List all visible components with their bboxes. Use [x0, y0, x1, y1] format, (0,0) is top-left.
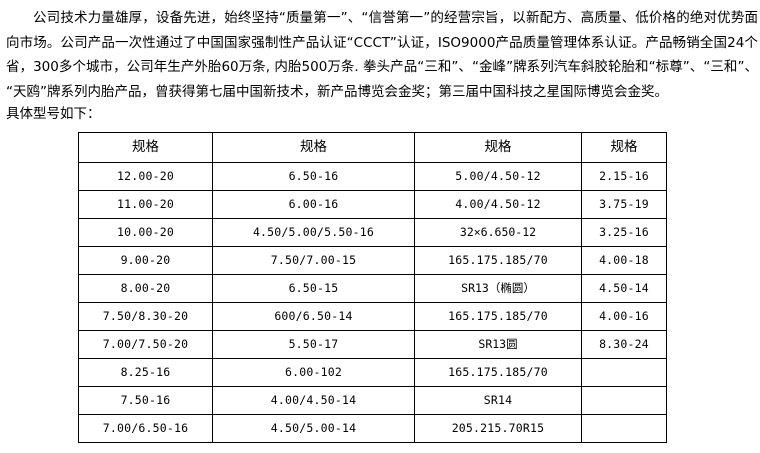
table-cell: SR13（椭圆）	[414, 274, 582, 303]
table-cell: 5.50-17	[212, 330, 415, 359]
table-cell: 4.50-14	[581, 274, 667, 303]
table-cell: SR13圆	[414, 330, 582, 359]
table-cell: 600/6.50-14	[212, 302, 415, 331]
table-row: 12.00-20 6.50-16 5.00/4.50-12 2.15-16	[78, 162, 667, 191]
table-row: 7.00/6.50-16 4.50/5.00-14 205.215.70R15	[78, 414, 667, 443]
table-cell: 5.00/4.50-12	[414, 162, 582, 191]
table-cell: 4.00/4.50-12	[414, 190, 582, 219]
table-cell: 8.25-16	[78, 358, 213, 387]
table-row: 7.50-16 4.00/4.50-14 SR14	[78, 386, 667, 415]
table-cell: 4.00/4.50-14	[212, 386, 415, 415]
table-cell: 7.50/7.00-15	[212, 246, 415, 275]
table-cell: 6.50-15	[212, 274, 415, 303]
table-header-row: 规格 规格 规格 规格	[78, 132, 667, 163]
models-subheading: 具体型号如下：	[6, 106, 101, 122]
table-cell: 8.30-24	[581, 330, 667, 359]
table-cell-empty	[581, 386, 667, 415]
table-cell: 6.50-16	[212, 162, 415, 191]
table-row: 11.00-20 6.00-16 4.00/4.50-12 3.75-19	[78, 190, 667, 219]
column-header-4: 规格	[581, 132, 667, 163]
table-cell: 11.00-20	[78, 190, 213, 219]
table-cell: 165.175.185/70	[414, 246, 582, 275]
table-cell: 165.175.185/70	[414, 302, 582, 331]
table-cell: 6.00-16	[212, 190, 415, 219]
table-cell: 4.50/5.00/5.50-16	[212, 218, 415, 247]
spec-table-container: 规格 规格 规格 规格 12.00-20 6.50-16 5.00/4.50-12 2…	[78, 132, 667, 443]
table-cell: 7.00/7.50-20	[78, 330, 213, 359]
table-cell: SR14	[414, 386, 582, 415]
table-row: 8.25-16 6.00-102 165.175.185/70	[78, 358, 667, 387]
column-header-3: 规格	[414, 132, 582, 163]
table-cell: 3.75-19	[581, 190, 667, 219]
table-cell: 2.15-16	[581, 162, 667, 191]
table-cell-empty	[581, 358, 667, 387]
table-cell: 4.00-18	[581, 246, 667, 275]
spec-table-head: 规格 规格 规格 规格	[78, 132, 667, 163]
table-cell: 10.00-20	[78, 218, 213, 247]
table-cell: 3.25-16	[581, 218, 667, 247]
table-row: 10.00-20 4.50/5.00/5.50-16 32×6.650-12 3.25…	[78, 218, 667, 247]
table-cell: 32×6.650-12	[414, 218, 582, 247]
intro-paragraph: 公司技术力量雄厚，设备先进，始终坚持“质量第一”、“信誉第一”的经营宗旨，以新配…	[6, 10, 758, 100]
table-row: 8.00-20 6.50-15 SR13（椭圆） 4.50-14	[78, 274, 667, 303]
table-cell: 7.50-16	[78, 386, 213, 415]
table-row: 7.50/8.30-20 600/6.50-14 165.175.185/70 4.0…	[78, 302, 667, 331]
table-cell: 165.175.185/70	[414, 358, 582, 387]
table-cell: 9.00-20	[78, 246, 213, 275]
table-cell: 8.00-20	[78, 274, 213, 303]
table-row: 9.00-20 7.50/7.00-15 165.175.185/70 4.00-18	[78, 246, 667, 275]
table-cell: 6.00-102	[212, 358, 415, 387]
table-cell: 12.00-20	[78, 162, 213, 191]
table-cell: 4.50/5.00-14	[212, 414, 415, 443]
table-cell: 7.50/8.30-20	[78, 302, 213, 331]
column-header-1: 规格	[78, 132, 213, 163]
table-row: 7.00/7.50-20 5.50-17 SR13圆 8.30-24	[78, 330, 667, 359]
table-cell: 205.215.70R15	[414, 414, 582, 443]
table-cell-empty	[581, 414, 667, 443]
spec-table: 规格 规格 规格 规格 12.00-20 6.50-16 5.00/4.50-12 2…	[78, 132, 667, 443]
table-cell: 7.00/6.50-16	[78, 414, 213, 443]
spec-table-body: 12.00-20 6.50-16 5.00/4.50-12 2.15-16 11.00-…	[78, 162, 667, 443]
column-header-2: 规格	[212, 132, 415, 163]
intro-paragraph-block: 公司技术力量雄厚，设备先进，始终坚持“质量第一”、“信誉第一”的经营宗旨，以新配…	[6, 6, 758, 104]
table-cell: 4.00-16	[581, 302, 667, 331]
